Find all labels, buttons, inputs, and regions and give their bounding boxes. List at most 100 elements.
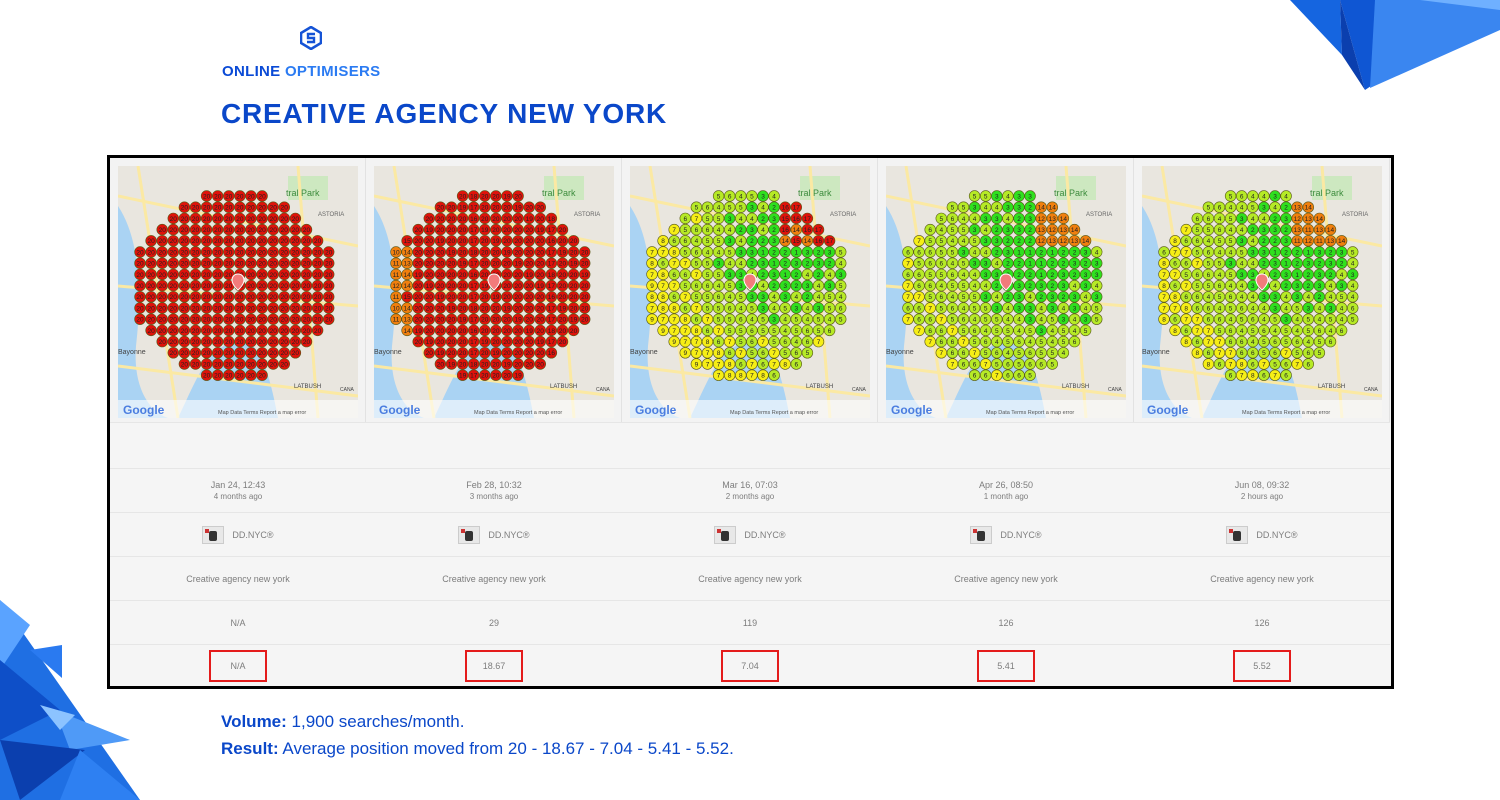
grid-point[interactable]: 5 (1247, 201, 1259, 213)
grid-point[interactable]: 5 (968, 302, 981, 314)
grid-point[interactable]: 20 (501, 313, 513, 325)
grid-point[interactable]: 11 (1313, 235, 1326, 247)
grid-point[interactable]: 7 (1158, 268, 1170, 281)
grid-point[interactable]: 4 (1024, 335, 1036, 348)
grid-point[interactable]: 7 (1191, 324, 1203, 337)
grid-point[interactable]: 2 (1057, 246, 1070, 258)
grid-point[interactable]: 3 (790, 257, 803, 269)
grid-point[interactable]: 4 (1291, 313, 1303, 325)
grid-point[interactable]: 7 (979, 358, 992, 370)
grid-point[interactable]: 20 (534, 246, 547, 258)
grid-point[interactable]: 2 (991, 246, 1003, 258)
grid-point[interactable]: 5 (935, 235, 947, 247)
grid-point[interactable]: 4 (1280, 190, 1292, 202)
grid-point[interactable]: 6 (1191, 235, 1203, 247)
grid-point[interactable]: 5 (1091, 302, 1103, 314)
grid-point[interactable]: 17 (545, 223, 558, 236)
grid-point[interactable]: 20 (434, 201, 447, 213)
grid-point[interactable]: 2 (746, 257, 758, 269)
grid-point[interactable]: 17 (790, 201, 803, 213)
grid-point[interactable]: 4 (1313, 302, 1326, 314)
grid-point[interactable]: 2 (1291, 246, 1303, 258)
grid-point[interactable]: 13 (1035, 223, 1047, 236)
grid-point[interactable]: 20 (556, 291, 569, 303)
grid-point[interactable]: 5 (1079, 324, 1092, 337)
grid-point[interactable]: 4 (1280, 302, 1292, 314)
grid-point[interactable]: 1 (768, 257, 780, 269)
grid-point[interactable]: 5 (757, 324, 769, 337)
grid-point[interactable]: 5 (1313, 335, 1326, 348)
grid-point[interactable]: 1 (1269, 246, 1281, 258)
grid-point[interactable]: 20 (512, 335, 524, 348)
grid-point[interactable]: 5 (679, 246, 691, 258)
grid-point[interactable]: 3 (723, 235, 736, 247)
grid-point[interactable]: 16 (790, 212, 803, 225)
grid-point[interactable]: 20 (223, 190, 235, 202)
grid-point[interactable]: 20 (278, 313, 291, 325)
grid-point[interactable]: 4 (1258, 190, 1270, 202)
grid-point[interactable]: 4 (1258, 313, 1270, 325)
grid-point[interactable]: 3 (768, 268, 780, 281)
grid-point[interactable]: 3 (723, 212, 736, 225)
grid-point[interactable]: 3 (801, 279, 814, 292)
grid-point[interactable]: 20 (445, 347, 458, 359)
grid-point[interactable]: 20 (490, 313, 502, 325)
grid-point[interactable]: 8 (690, 324, 703, 337)
grid-point[interactable]: 4 (1235, 257, 1248, 269)
grid-point[interactable]: 6 (1224, 324, 1237, 337)
grid-point[interactable]: 3 (1035, 324, 1047, 337)
grid-point[interactable]: 20 (523, 335, 535, 348)
grid-point[interactable]: 5 (790, 313, 803, 325)
grid-point[interactable]: 20 (456, 212, 469, 225)
grid-point[interactable]: 4 (991, 291, 1003, 303)
grid-point[interactable]: 20 (200, 313, 213, 325)
grid-point[interactable]: 4 (835, 257, 847, 269)
grid-point[interactable]: 7 (657, 246, 669, 258)
grid-point[interactable]: 20 (556, 335, 569, 348)
grid-point[interactable]: 20 (501, 201, 513, 213)
grid-point[interactable]: 4 (735, 212, 747, 225)
grid-point[interactable]: 20 (256, 268, 268, 281)
grid-point[interactable]: 5 (1280, 324, 1292, 337)
grid-point[interactable]: 19 (501, 302, 513, 314)
grid-point[interactable]: 20 (479, 358, 491, 370)
grid-point[interactable]: 20 (189, 246, 202, 258)
grid-point[interactable]: 4 (812, 291, 825, 303)
grid-point[interactable]: 20 (223, 347, 235, 359)
grid-point[interactable]: 6 (957, 347, 970, 359)
grid-point[interactable]: 6 (723, 302, 736, 314)
grid-point[interactable]: 6 (1202, 302, 1215, 314)
grid-point[interactable]: 20 (200, 246, 213, 258)
grid-point[interactable]: 20 (145, 324, 157, 337)
grid-point[interactable]: 5 (924, 268, 936, 281)
grid-point[interactable]: 20 (445, 201, 458, 213)
grid-point[interactable]: 6 (924, 313, 936, 325)
grid-point[interactable]: 20 (178, 324, 191, 337)
grid-point[interactable]: 6 (957, 313, 970, 325)
grid-point[interactable]: 4 (723, 223, 736, 236)
grid-point[interactable]: 4 (957, 235, 970, 247)
grid-point[interactable]: 2 (757, 268, 769, 281)
grid-point[interactable]: 20 (278, 279, 291, 292)
grid-point[interactable]: 20 (289, 223, 302, 236)
grid-point[interactable]: 4 (979, 201, 992, 213)
grid-point[interactable]: 2 (1258, 235, 1270, 247)
grid-point[interactable]: 3 (1068, 257, 1081, 269)
grid-point[interactable]: 6 (1224, 335, 1237, 348)
grid-point[interactable]: 5 (1024, 324, 1036, 337)
grid-point[interactable]: 20 (156, 223, 168, 236)
grid-point[interactable]: 4 (723, 257, 736, 269)
grid-point[interactable]: 8 (657, 291, 669, 303)
grid-point[interactable]: 5 (679, 279, 691, 292)
grid-point[interactable]: 5 (1347, 313, 1359, 325)
grid-point[interactable]: 20 (434, 246, 447, 258)
grid-point[interactable]: 19 (523, 212, 535, 225)
grid-point[interactable]: 20 (245, 190, 257, 202)
grid-point[interactable]: 20 (245, 358, 257, 370)
grid-point[interactable]: 20 (167, 313, 179, 325)
grid-point[interactable]: 2 (1046, 279, 1059, 292)
grid-point[interactable]: 2 (1291, 257, 1303, 269)
grid-point[interactable]: 20 (423, 313, 435, 325)
grid-point[interactable]: 17 (801, 212, 814, 225)
grid-point[interactable]: 20 (211, 291, 224, 303)
